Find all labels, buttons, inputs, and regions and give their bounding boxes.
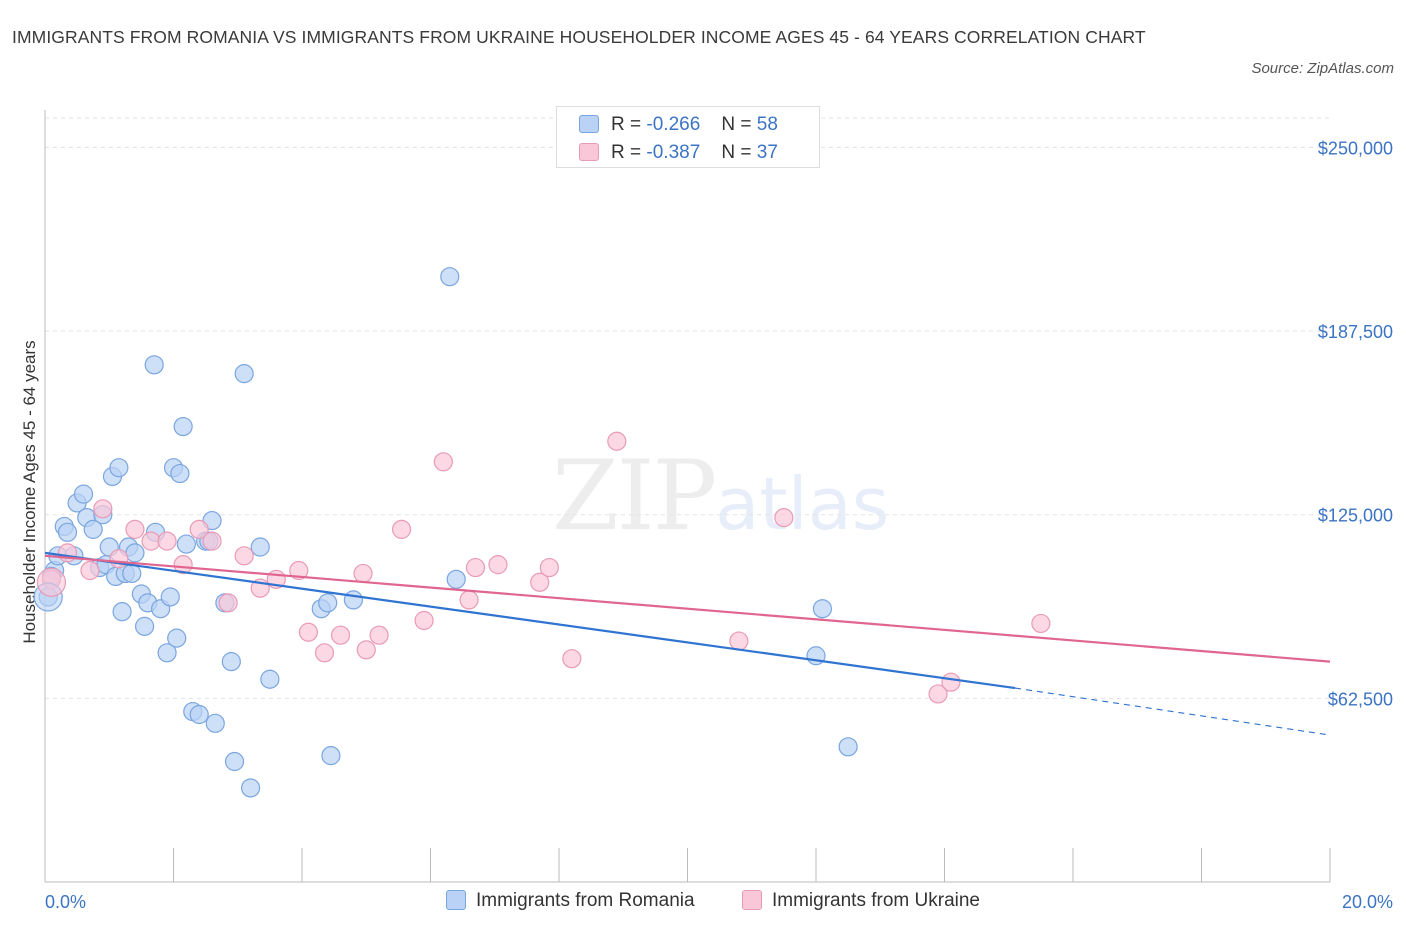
romania-point [224, 751, 245, 772]
romania-n-value: 58 [756, 114, 778, 135]
ukraine-point [562, 649, 582, 669]
romania-point [109, 458, 129, 478]
romania-legend-swatch [446, 890, 466, 910]
romania-trend-line [44, 551, 1016, 690]
ukraine-point [488, 555, 508, 575]
romania-point [250, 537, 270, 557]
ukraine-point [218, 593, 238, 613]
romania-swatch [579, 115, 599, 133]
romania-point [343, 590, 363, 610]
ukraine-point [607, 431, 627, 451]
ukraine-point [729, 631, 749, 651]
romania-point [83, 519, 103, 539]
romania-point [221, 652, 241, 672]
romania-point [122, 563, 142, 584]
ukraine-point [298, 622, 319, 642]
ukraine-point [369, 625, 389, 645]
legend-n-label: N = [721, 114, 752, 135]
ukraine-point [774, 508, 794, 528]
legend-row-romania: R = -0.266 N = 58 [579, 112, 778, 138]
ukraine-point [80, 560, 100, 581]
ukraine-point [530, 572, 550, 592]
legend-row-ukraine: R = -0.387 N = 37 [579, 140, 778, 166]
romania-r-value: -0.266 [646, 114, 701, 135]
romania-point [173, 416, 193, 437]
romania-legend-label: Immigrants from Romania [476, 890, 695, 911]
ukraine-point [941, 672, 961, 692]
legend-n-label: N = [721, 142, 752, 163]
bottom-legend-romania: Immigrants from Romania [446, 888, 695, 914]
ukraine-point [465, 557, 486, 578]
ukraine-point [314, 643, 335, 663]
chart-title: IMMIGRANTS FROM ROMANIA VS IMMIGRANTS FR… [12, 27, 1146, 47]
watermark-zip: ZIP [552, 440, 717, 552]
legend-r-label: R = [611, 142, 642, 163]
ukraine-n-value: 37 [756, 142, 778, 163]
romania-point [157, 643, 177, 663]
ukraine-point [356, 640, 376, 660]
correlation-legend: R = -0.266 N = 58 R = -0.387 N = 37 [556, 106, 820, 168]
ukraine-point [157, 531, 177, 551]
ukraine-point [1031, 613, 1051, 634]
ukraine-point [391, 519, 412, 539]
ukraine-point [928, 684, 948, 704]
romania-point [167, 628, 187, 648]
ukraine-point [36, 567, 67, 597]
romania-point [176, 534, 196, 554]
ukraine-point [189, 519, 209, 539]
y-tick-label: $62,500 [1328, 689, 1393, 709]
romania-trend-extension [1015, 687, 1331, 736]
ukraine-point [353, 563, 373, 584]
romania-point [446, 569, 466, 589]
romania-point [112, 602, 132, 622]
bottom-legend-ukraine: Immigrants from Ukraine [742, 888, 980, 914]
ukraine-point [459, 590, 479, 610]
romania-point [234, 364, 254, 384]
legend-r-label: R = [611, 114, 642, 135]
romania-point [144, 355, 164, 375]
ukraine-point [289, 560, 309, 581]
romania-point [318, 593, 338, 613]
y-tick-label: $250,000 [1318, 138, 1393, 158]
romania-point [241, 778, 261, 798]
source-credit: Source: ZipAtlas.com [1251, 60, 1394, 77]
ukraine-point [539, 557, 559, 578]
x-tick-label-min: 0.0% [45, 892, 86, 912]
romania-point [170, 463, 190, 484]
watermark-atlas: atlas [715, 462, 890, 546]
ukraine-point [234, 546, 254, 566]
y-tick-label: $187,500 [1318, 322, 1393, 342]
romania-point [838, 737, 858, 757]
ukraine-trend-line [44, 554, 1331, 663]
ukraine-point [330, 625, 351, 645]
y-tick-label: $125,000 [1318, 506, 1393, 526]
romania-point [812, 599, 833, 619]
ukraine-point [414, 610, 434, 631]
x-tick-label-max: 20.0% [1342, 892, 1393, 912]
ukraine-swatch [579, 143, 599, 161]
romania-point [260, 669, 280, 689]
romania-point [440, 267, 460, 287]
romania-point [57, 522, 78, 542]
ukraine-point [433, 452, 453, 472]
romania-point [205, 713, 225, 733]
romania-point [73, 484, 94, 504]
ukraine-point [125, 519, 145, 539]
ukraine-point [173, 555, 193, 575]
ukraine-r-value: -0.387 [646, 142, 701, 163]
romania-point [189, 704, 209, 725]
ukraine-point [93, 499, 113, 519]
ukraine-legend-swatch [742, 890, 762, 910]
ukraine-legend-label: Immigrants from Ukraine [772, 890, 980, 911]
zipatlas-watermark: ZIPatlas [552, 440, 889, 552]
romania-point [160, 587, 180, 607]
ukraine-point [141, 531, 161, 551]
romania-point [125, 543, 145, 563]
romania-point [321, 746, 341, 766]
romania-point [134, 616, 155, 636]
ukraine-point [202, 531, 222, 551]
